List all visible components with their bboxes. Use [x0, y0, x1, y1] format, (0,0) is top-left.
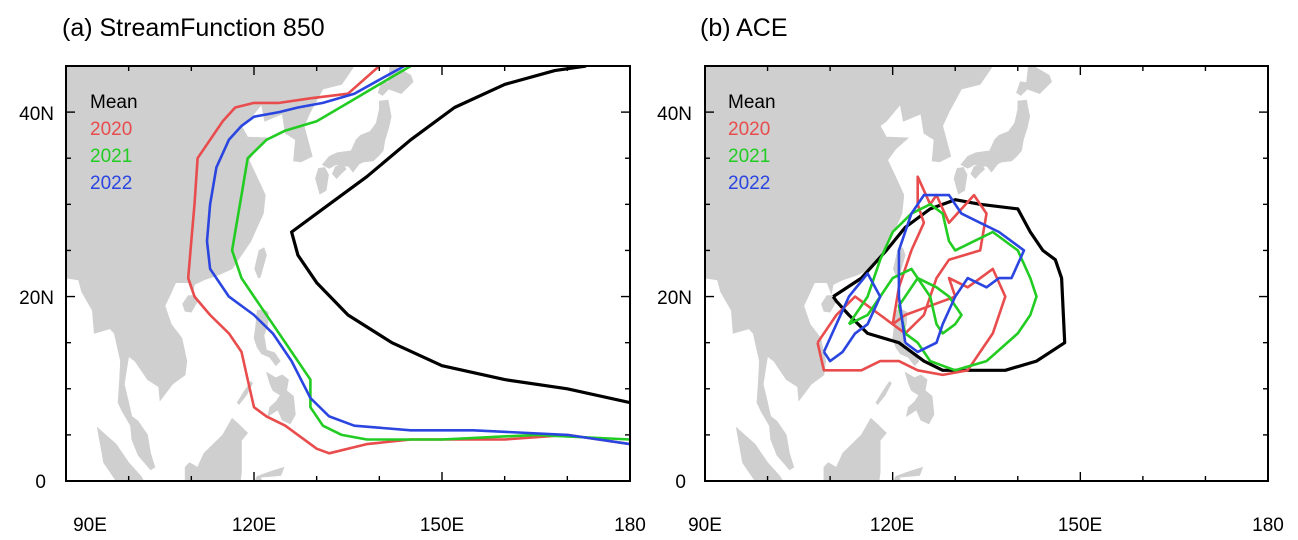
- series-line-2021: [230, 66, 630, 441]
- y-tick-label: 0: [675, 472, 686, 493]
- x-tick-label: 90E: [73, 515, 107, 536]
- land-sumatra: [96, 426, 145, 481]
- x-tick-label: 180: [614, 515, 646, 536]
- map-frame: [65, 65, 631, 482]
- axis-ticks: [704, 65, 1269, 482]
- land-borneo: [184, 417, 249, 481]
- legend-2020: 2020: [90, 119, 132, 140]
- land-new-guinea: [955, 485, 986, 500]
- land-new-guinea: [317, 485, 348, 500]
- panel-b-ace: (b) ACE 90E 120E 150E 180 0 20N 40N Mean…: [657, 14, 1284, 536]
- legend-2022: 2022: [728, 173, 770, 194]
- legend-2021: 2021: [728, 146, 770, 167]
- legend: Mean 2020 2021 2022: [728, 92, 776, 194]
- legend-mean: Mean: [90, 92, 138, 113]
- land-mask: [705, 66, 1052, 500]
- panel-title: (a) StreamFunction 850: [62, 14, 325, 42]
- legend-mean: Mean: [728, 92, 776, 113]
- x-tick-label: 120E: [870, 515, 914, 536]
- series-line-2020: [186, 66, 630, 455]
- y-tick-label: 0: [35, 472, 46, 493]
- land-kyushu: [953, 167, 968, 195]
- y-tick-label: 20N: [657, 288, 692, 309]
- axis-ticks: [65, 65, 631, 482]
- series-line-mean: [290, 66, 630, 405]
- land-sulawesi: [893, 466, 924, 481]
- land-honshu: [321, 99, 392, 173]
- land-mindanao-visayas: [904, 371, 935, 425]
- land-palawan: [875, 380, 892, 405]
- series-line-2022: [897, 193, 1026, 354]
- legend-2022: 2022: [90, 173, 132, 194]
- panel-title: (b) ACE: [700, 14, 788, 42]
- legend: Mean 2020 2021 2022: [90, 92, 138, 194]
- land-hokkaido: [377, 66, 414, 96]
- series-line-2020: [816, 175, 1007, 377]
- x-tick-label: 180: [1252, 515, 1284, 536]
- land-sakhalin: [390, 66, 396, 67]
- land-shikoku: [331, 164, 347, 179]
- map-area: [66, 66, 630, 500]
- x-tick-label: 90E: [688, 515, 722, 536]
- series-line-2021: [847, 203, 1038, 372]
- legend-2020: 2020: [728, 119, 770, 140]
- land-sulawesi: [254, 466, 285, 481]
- x-tick-label: 150E: [420, 515, 464, 536]
- land-sakhalin: [1028, 66, 1034, 67]
- series-line-2022: [205, 66, 630, 446]
- x-tick-label: 150E: [1058, 515, 1102, 536]
- legend-2021: 2021: [90, 146, 132, 167]
- series-line-2022: [822, 272, 882, 363]
- map-frame: [704, 65, 1269, 482]
- map-area: [705, 66, 1067, 500]
- y-tick-label: 20N: [19, 288, 54, 309]
- y-tick-label: 40N: [19, 104, 54, 125]
- land-mindanao-visayas: [266, 371, 296, 425]
- land-honshu: [960, 99, 1031, 173]
- land-borneo: [823, 417, 887, 481]
- land-taiwan: [254, 247, 267, 279]
- contour-lines: [816, 175, 1067, 377]
- land-asia-mainland: [705, 66, 994, 471]
- panel-a-streamfunction: (a) StreamFunction 850 90E 120E 150E 180…: [19, 14, 646, 536]
- land-sumatra: [735, 426, 783, 481]
- land-hokkaido: [1016, 66, 1052, 96]
- x-tick-label: 120E: [232, 515, 276, 536]
- contour-lines: [186, 66, 630, 455]
- land-kyushu: [315, 167, 329, 195]
- y-tick-label: 40N: [657, 104, 692, 125]
- land-shikoku: [970, 164, 985, 179]
